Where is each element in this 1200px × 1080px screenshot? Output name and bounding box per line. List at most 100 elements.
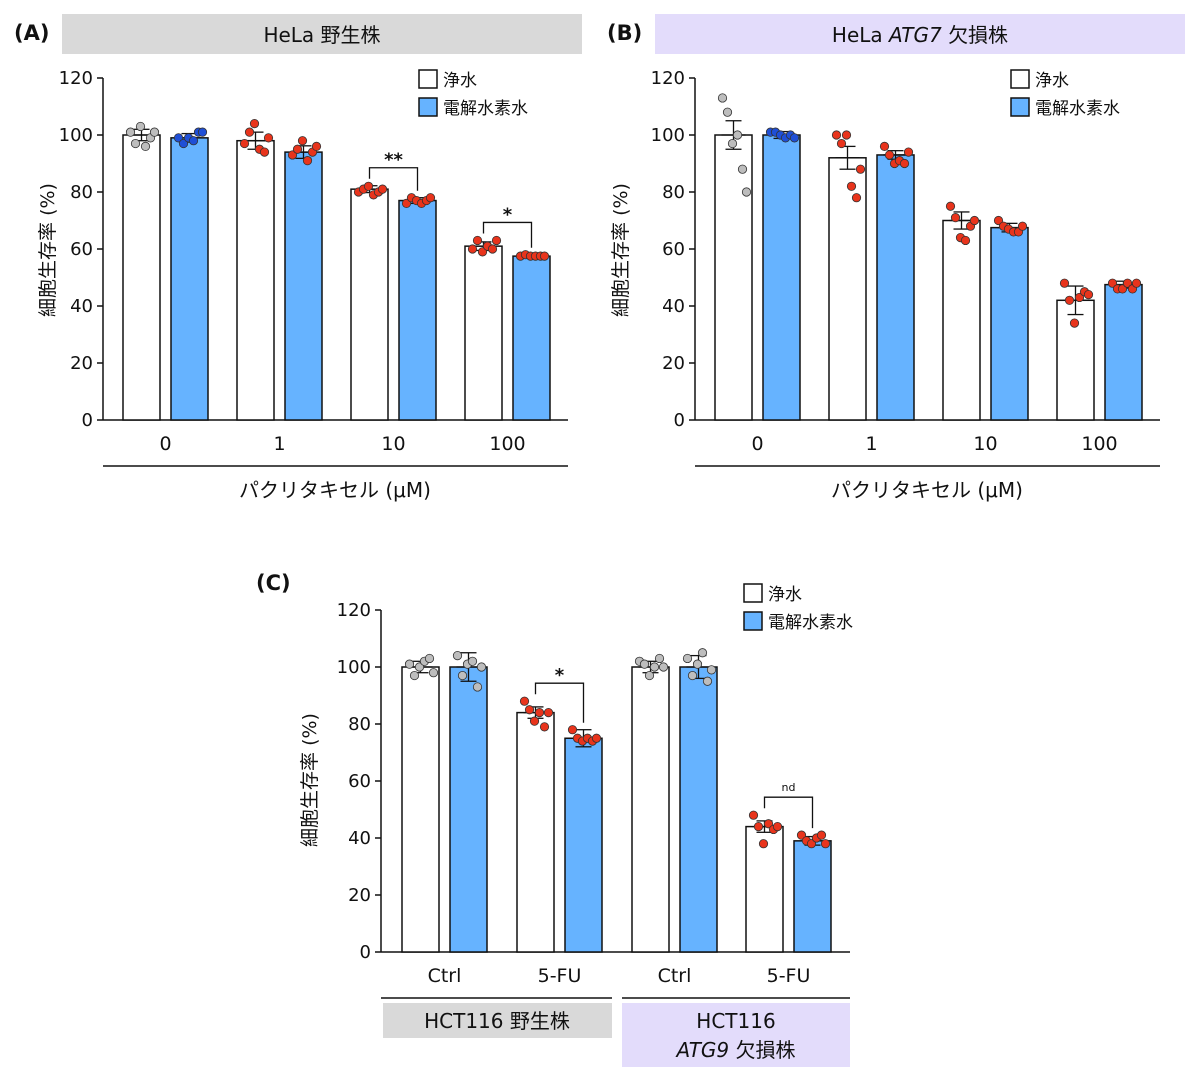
panel-b-header-suffix: 欠損株 [948, 23, 1008, 47]
y-tick-label: 100 [651, 125, 685, 146]
data-point [529, 716, 540, 726]
data-point [401, 198, 412, 208]
data-point [377, 184, 388, 194]
data-point [173, 133, 184, 143]
panel-c-ylabel: 細胞生存率 (%) [299, 713, 321, 847]
y-tick-label: 0 [82, 410, 93, 431]
bar-hydrogen-water-0 [170, 137, 209, 421]
data-point [519, 696, 530, 706]
significance-label: nd [782, 781, 796, 794]
y-tick-label: 0 [674, 410, 685, 431]
significance-bracket [368, 167, 419, 191]
y-tick-label: 0 [360, 942, 371, 963]
panel-a-ylabel: 細胞生存率 (%) [37, 183, 59, 317]
data-point [1131, 278, 1142, 288]
data-point [302, 156, 313, 166]
bar-pure-water-3 [464, 245, 503, 421]
panel-a-xlabel: パクリタキセル (μM) [239, 478, 431, 502]
significance-label: * [555, 665, 565, 686]
data-point [1059, 278, 1070, 288]
significance-bracket [763, 796, 814, 829]
data-point [945, 201, 956, 211]
data-point [244, 127, 255, 137]
bar-pure-water-3 [745, 825, 784, 953]
legend-pure-label: 浄水 [443, 71, 477, 91]
panel-b-ylabel: 細胞生存率 (%) [610, 183, 632, 317]
y-tick-label: 60 [348, 771, 371, 792]
data-point [682, 653, 693, 664]
y-tick-label: 40 [348, 828, 371, 849]
data-point [753, 821, 764, 832]
legend-pure-label: 浄水 [768, 585, 802, 605]
panel-c-group2-gene: ATG9 [674, 1038, 729, 1062]
data-point [524, 705, 535, 715]
data-point [717, 93, 728, 103]
data-point [476, 662, 487, 672]
data-point [1122, 278, 1133, 288]
y-tick-label: 20 [348, 885, 371, 906]
data-point [658, 662, 669, 672]
bar-hydrogen-water-3 [1104, 283, 1143, 421]
panel-b-header-box [655, 14, 1185, 54]
y-tick-label: 20 [70, 353, 93, 374]
legend-hydrogen-swatch [743, 611, 763, 631]
data-point [472, 682, 483, 692]
bar-hydrogen-water-3 [512, 255, 551, 421]
data-point [197, 127, 208, 137]
bar-pure-water-0 [401, 666, 440, 953]
data-point [543, 707, 554, 718]
panel-c-group1-box [383, 1003, 612, 1038]
data-point [424, 653, 435, 664]
bar-hydrogen-water-2 [990, 226, 1029, 421]
x-tick-label: 1 [273, 433, 285, 455]
y-tick-label: 120 [337, 600, 371, 621]
data-point [467, 656, 478, 666]
data-point [806, 839, 817, 849]
bar-hydrogen-water-1 [876, 154, 915, 421]
y-tick-label: 100 [337, 657, 371, 678]
data-point [1069, 318, 1080, 328]
bar-pure-water-0 [714, 134, 753, 421]
panel-c-legend: 浄水 電解水素水 [743, 583, 853, 633]
bar-pure-water-1 [516, 711, 555, 953]
x-tick-label: 5-FU [538, 965, 582, 987]
data-point [737, 164, 748, 174]
data-point [591, 733, 602, 743]
legend-pure-label: 浄水 [1035, 71, 1069, 91]
data-point [409, 670, 420, 681]
data-point [772, 821, 783, 832]
data-point [816, 830, 827, 840]
panel-c-label: (C) [256, 571, 291, 595]
data-point [452, 650, 463, 661]
significance-label: ** [384, 150, 403, 171]
y-tick-label: 100 [59, 125, 93, 146]
data-point [487, 244, 498, 254]
legend-hydrogen-label: 電解水素水 [443, 99, 528, 119]
data-point [702, 676, 713, 686]
x-tick-label: 0 [751, 433, 763, 455]
panel-c-group2-label-line2: ATG9 欠損株 [674, 1038, 795, 1062]
panel-a: (A) HeLa 野生株 浄水 電解水素水 細胞生存率 (%) パクリタキセル … [14, 14, 582, 502]
data-point [472, 235, 483, 246]
data-point [567, 725, 578, 735]
data-point [425, 193, 436, 203]
data-point [950, 213, 961, 223]
panel-b-header: HeLa ATG7 欠損株 [832, 23, 1008, 47]
data-point [130, 138, 141, 149]
data-point [467, 244, 478, 254]
data-point [1074, 292, 1085, 303]
data-point [140, 141, 151, 151]
data-point [363, 181, 374, 191]
bar-pure-water-2 [942, 219, 981, 421]
significance-label: * [503, 204, 513, 225]
data-point [697, 648, 708, 658]
data-point [249, 119, 260, 129]
data-point [534, 707, 545, 718]
bar-hydrogen-water-2 [679, 666, 718, 953]
legend-hydrogen-swatch [1010, 97, 1030, 117]
data-point [1017, 221, 1028, 231]
data-point [1107, 278, 1118, 288]
data-point [763, 819, 774, 829]
data-point [855, 164, 866, 174]
x-tick-label: Ctrl [658, 965, 692, 987]
